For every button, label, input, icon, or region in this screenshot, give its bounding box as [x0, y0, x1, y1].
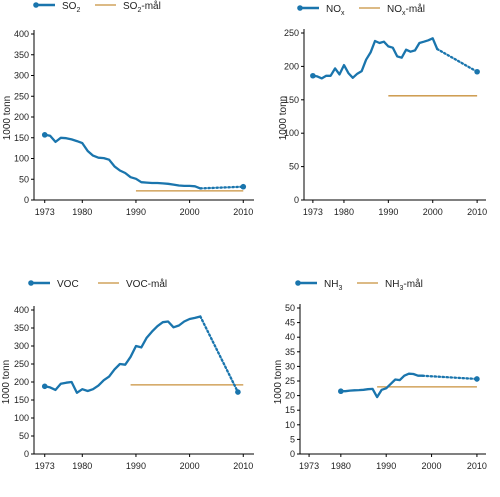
y-tick-label: 30 — [285, 361, 295, 371]
chart-panel-2: NOx NOx-mål 0 50 100 150 200 250 1973 1980 1990 200… — [278, 3, 487, 217]
legend-target-label: SO2-mål — [123, 0, 161, 14]
x-tick-label: 1990 — [376, 461, 396, 471]
legend-series-marker — [297, 5, 303, 11]
y-tick-label: 250 — [14, 91, 29, 101]
y-tick-label: 0 — [24, 195, 29, 205]
x-tick-label: 1980 — [331, 461, 351, 471]
legend-series-marker — [28, 280, 34, 286]
y-tick-label: 350 — [14, 50, 29, 60]
projection-line — [421, 374, 479, 381]
legend-series-marker — [33, 2, 39, 8]
projection-line — [199, 185, 245, 190]
x-tick-label: 2010 — [467, 207, 487, 217]
y-tick-label: 50 — [289, 162, 299, 172]
y-tick-label: 200 — [14, 112, 29, 122]
legend-series-label: SO2 — [62, 1, 80, 14]
y-tick-label: 0 — [290, 449, 295, 459]
y-tick-label: 35 — [285, 347, 295, 357]
series-line — [311, 37, 439, 80]
projection-end-point — [240, 183, 247, 190]
x-tick-label: 2000 — [422, 461, 442, 471]
y-tick-label: 5 — [290, 434, 295, 444]
start-point — [41, 383, 48, 390]
x-tick-label: 1980 — [72, 207, 92, 217]
y-tick-label: 10 — [285, 420, 295, 430]
y-tick-label: 100 — [14, 413, 29, 423]
y-tick-label: 40 — [285, 332, 295, 342]
y-axis-label: 1000 tonn — [273, 360, 284, 405]
y-tick-label: 0 — [24, 449, 29, 459]
x-tick-label: 1973 — [35, 207, 55, 217]
y-tick-label: 300 — [14, 341, 29, 351]
x-tick-label: 1973 — [299, 461, 319, 471]
projection-end-point — [474, 376, 480, 382]
x-tick-label: 1973 — [35, 461, 55, 471]
y-tick-label: 200 — [284, 61, 299, 71]
y-tick-label: 150 — [14, 133, 29, 143]
chart-panel-1: SO2 SO2-mål 0 50 100 150 200 250 300 350 400 1973 19… — [2, 0, 254, 217]
y-tick-label: 400 — [14, 305, 29, 315]
y-tick-label: 100 — [14, 154, 29, 164]
x-tick-label: 1973 — [303, 207, 323, 217]
y-tick-label: 0 — [294, 195, 299, 205]
x-tick-label: 2000 — [180, 207, 200, 217]
legend-series-label: NH3 — [324, 279, 342, 292]
y-axis-label: 1000 tonn — [278, 96, 289, 141]
x-tick-label: 2010 — [233, 461, 253, 471]
start-point — [310, 72, 316, 79]
x-tick-label: 1980 — [72, 461, 92, 471]
y-tick-label: 45 — [285, 318, 295, 328]
x-tick-label: 1990 — [126, 461, 146, 471]
series-line — [43, 315, 202, 394]
x-tick-label: 2010 — [233, 207, 253, 217]
y-tick-label: 350 — [14, 323, 29, 333]
y-tick-label: 50 — [285, 303, 295, 313]
x-tick-label: 2000 — [180, 461, 200, 471]
legend-target-label: VOC-mål — [126, 278, 167, 290]
series-line — [43, 133, 202, 190]
y-tick-label: 20 — [285, 391, 295, 401]
y-tick-label: 50 — [19, 431, 29, 441]
y-tick-label: 50 — [19, 174, 29, 184]
y-tick-label: 200 — [14, 377, 29, 387]
chart-panel-4: NH3 NH3-mål 0 5 10 15 20 25 30 35 40 45 50 1973 1980 19… — [273, 278, 487, 471]
x-tick-label: 2010 — [467, 461, 487, 471]
projection-line — [436, 47, 479, 73]
x-tick-label: 1990 — [378, 207, 398, 217]
legend-series-marker — [295, 280, 301, 286]
start-point — [338, 388, 344, 395]
legend-series-label: NOx — [326, 4, 345, 17]
y-axis-label: 1000 tonn — [2, 96, 13, 141]
y-tick-label: 400 — [14, 29, 29, 39]
projection-end-point — [474, 68, 480, 75]
series-line — [339, 372, 424, 399]
y-tick-label: 25 — [285, 376, 295, 386]
x-tick-label: 1980 — [334, 207, 354, 217]
y-tick-label: 250 — [14, 359, 29, 369]
legend-target-label: NH3-mål — [385, 278, 423, 292]
x-tick-label: 1990 — [126, 207, 146, 217]
y-tick-label: 300 — [14, 71, 29, 81]
y-axis-label: 1000 tonn — [1, 360, 12, 405]
chart-panel-3: VOC VOC-mål 0 50 100 150 200 250 300 350 400 1973 19… — [1, 278, 254, 471]
start-point — [41, 132, 48, 138]
y-tick-label: 250 — [284, 28, 299, 38]
y-tick-label: 150 — [14, 395, 29, 405]
legend-series-label: VOC — [57, 279, 79, 290]
y-tick-label: 100 — [284, 128, 299, 138]
projection-line — [199, 315, 240, 394]
y-tick-label: 150 — [284, 95, 299, 105]
x-tick-label: 2000 — [423, 207, 443, 217]
projection-end-point — [235, 389, 241, 395]
legend-target-label: NOx-mål — [387, 3, 425, 17]
y-tick-label: 15 — [285, 405, 295, 415]
